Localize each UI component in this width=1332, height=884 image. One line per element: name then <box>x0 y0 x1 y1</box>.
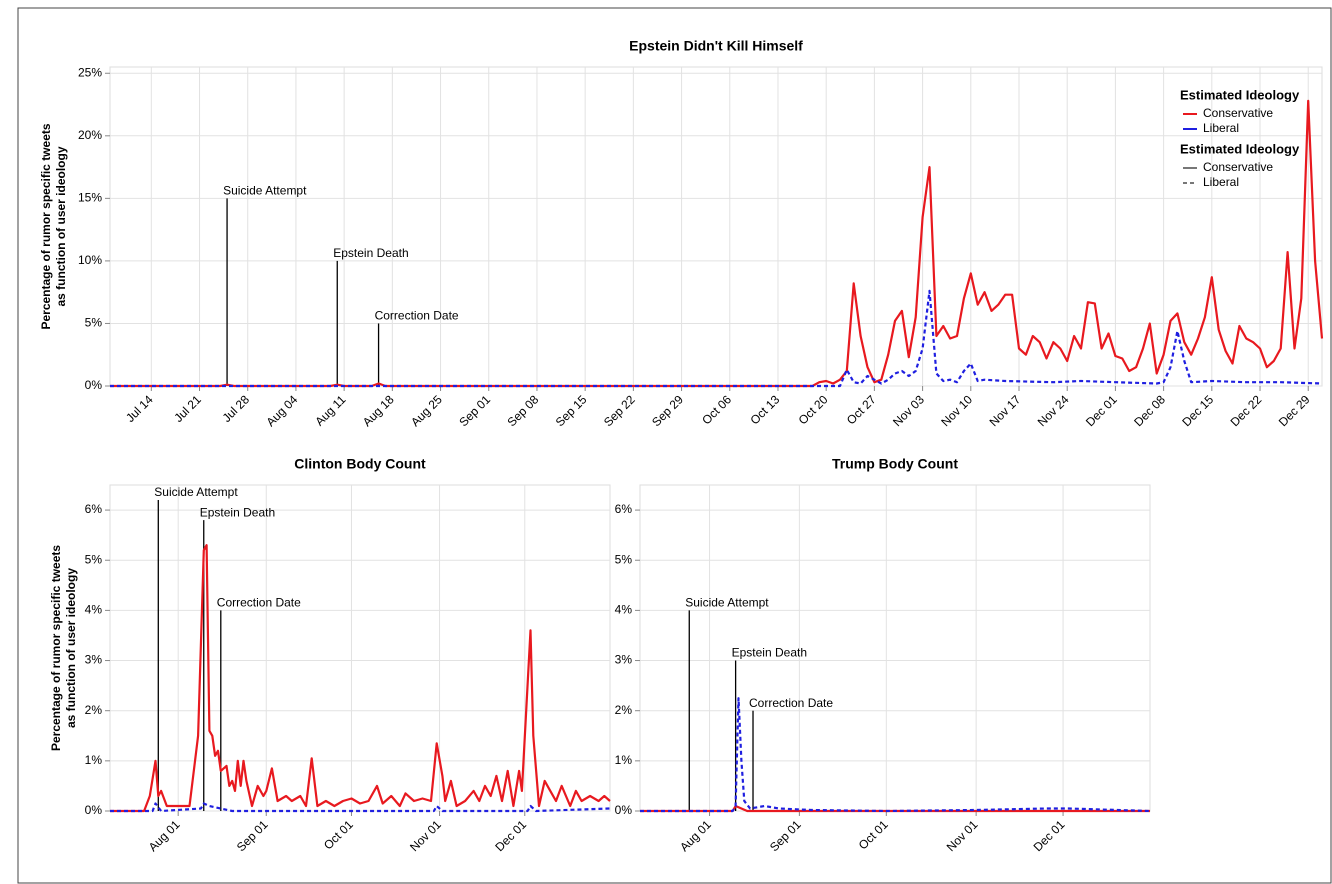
x-tick-label: Sep 01 <box>767 817 804 854</box>
x-tick-label: Dec 01 <box>1083 392 1120 429</box>
x-tick-label: Aug 25 <box>408 392 445 429</box>
y-tick-label: 5% <box>85 552 103 566</box>
y-tick-label: 4% <box>615 603 633 617</box>
plot-area <box>639 484 1151 812</box>
x-tick-label: Sep 08 <box>505 392 542 429</box>
x-tick-label: Oct 06 <box>699 392 734 427</box>
legend-label: Conservative <box>1203 160 1273 174</box>
legend-label: Conservative <box>1203 106 1273 120</box>
series-line <box>110 289 1323 388</box>
series-line <box>110 802 611 813</box>
y-axis-label: as function of user ideology <box>64 568 78 728</box>
x-tick-label: Aug 04 <box>263 392 300 429</box>
x-tick-label: Dec 15 <box>1179 392 1216 429</box>
y-tick-label: 2% <box>615 703 633 717</box>
annotation-label: Suicide Attempt <box>223 184 307 198</box>
x-tick-label: Oct 01 <box>321 817 356 852</box>
x-tick-label: Oct 01 <box>856 817 891 852</box>
plot-area <box>109 66 1323 387</box>
x-tick-label: Nov 03 <box>890 392 927 429</box>
x-tick-label: Jul 21 <box>171 392 204 425</box>
y-tick-label: 0% <box>615 803 633 817</box>
y-tick-label: 1% <box>85 753 103 767</box>
chart-title: Clinton Body Count <box>294 456 426 472</box>
y-tick-label: 25% <box>78 65 102 79</box>
y-tick-label: 0% <box>85 378 103 392</box>
chart-title: Epstein Didn't Kill Himself <box>629 38 803 54</box>
x-tick-label: Sep 01 <box>456 392 493 429</box>
y-axis-label: as function of user ideology <box>54 146 68 306</box>
x-tick-label: Oct 20 <box>796 392 831 427</box>
x-tick-label: Nov 01 <box>944 817 981 854</box>
x-tick-label: Jul 14 <box>123 392 156 425</box>
x-tick-label: Dec 01 <box>492 817 529 854</box>
y-tick-label: 15% <box>78 191 102 205</box>
y-tick-label: 6% <box>85 502 103 516</box>
x-tick-label: Oct 27 <box>844 392 879 427</box>
y-tick-label: 3% <box>85 653 103 667</box>
annotation-label: Correction Date <box>217 596 301 610</box>
annotation-label: Suicide Attempt <box>685 596 769 610</box>
x-tick-label: Nov 17 <box>987 392 1024 429</box>
x-tick-label: Aug 11 <box>312 392 348 428</box>
annotation-label: Epstein Death <box>333 246 408 260</box>
y-tick-label: 20% <box>78 128 102 142</box>
annotation-label: Correction Date <box>375 309 459 323</box>
legend-label: Liberal <box>1203 175 1239 189</box>
annotation-label: Epstein Death <box>732 646 807 660</box>
x-tick-label: Jul 28 <box>220 392 253 425</box>
x-tick-label: Dec 08 <box>1131 392 1168 429</box>
annotation-label: Correction Date <box>749 696 833 710</box>
x-tick-label: Oct 13 <box>747 392 782 427</box>
legend-title: Estimated Ideology <box>1180 141 1300 156</box>
x-tick-label: Dec 01 <box>1031 817 1068 854</box>
legend-label: Liberal <box>1203 121 1239 135</box>
x-tick-label: Dec 22 <box>1228 392 1265 429</box>
frame <box>17 7 1332 884</box>
y-tick-label: 10% <box>78 253 102 267</box>
x-tick-label: Sep 22 <box>601 392 638 429</box>
y-tick-label: 3% <box>615 653 633 667</box>
x-tick-label: Sep 01 <box>234 817 271 854</box>
legend-title: Estimated Ideology <box>1180 87 1300 102</box>
y-axis-label: Percentage of rumor specific tweets <box>39 123 53 329</box>
y-tick-label: 5% <box>615 552 633 566</box>
x-tick-label: Dec 29 <box>1276 392 1313 429</box>
x-tick-label: Aug 01 <box>146 817 183 854</box>
y-axis-label: Percentage of rumor specific tweets <box>49 545 63 751</box>
chart-title: Trump Body Count <box>832 456 958 472</box>
y-tick-label: 4% <box>85 603 103 617</box>
series-line <box>110 99 1324 388</box>
y-tick-label: 5% <box>85 316 103 330</box>
x-tick-label: Sep 29 <box>649 392 686 429</box>
y-tick-label: 2% <box>85 703 103 717</box>
y-tick-label: 1% <box>615 753 633 767</box>
x-tick-label: Aug 18 <box>360 392 397 429</box>
annotation-label: Suicide Attempt <box>154 485 238 499</box>
x-tick-label: Nov 01 <box>407 817 444 854</box>
annotation-label: Epstein Death <box>200 505 275 519</box>
x-tick-label: Nov 24 <box>1035 392 1072 429</box>
x-tick-label: Nov 10 <box>938 392 975 429</box>
series-line <box>640 697 1151 813</box>
y-tick-label: 0% <box>85 803 103 817</box>
x-tick-label: Aug 01 <box>677 817 714 854</box>
y-tick-label: 6% <box>615 502 633 516</box>
x-tick-label: Sep 15 <box>553 392 590 429</box>
series-line <box>110 544 611 813</box>
